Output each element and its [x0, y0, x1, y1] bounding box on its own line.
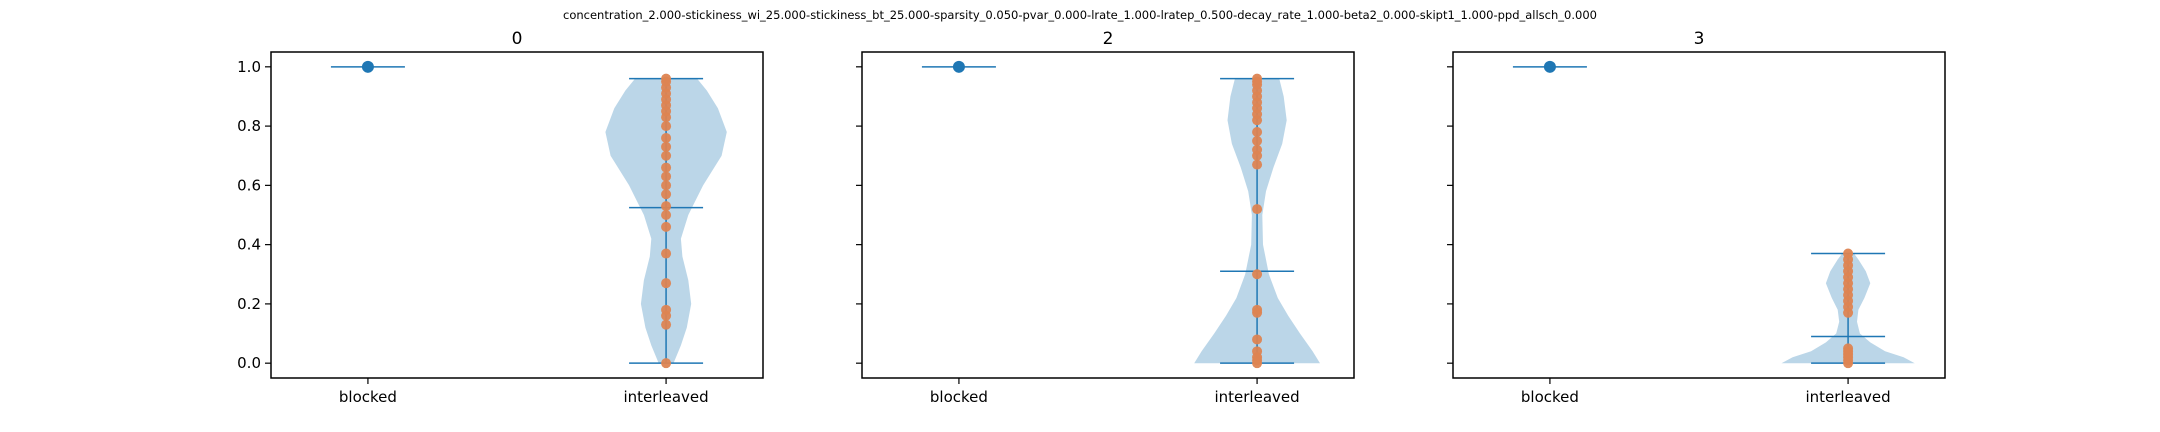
data-point: [661, 162, 672, 173]
data-point: [661, 189, 672, 200]
x-tick-label-interleaved: interleaved: [1805, 388, 1890, 406]
x-tick-label-interleaved: interleaved: [623, 388, 708, 406]
blocked-point: [361, 60, 374, 73]
panel-0: 0 0.0 0.2 0.4 0.6 0.8 1.0 blocked interleaved: [237, 29, 764, 406]
panel-title: 2: [1103, 29, 1114, 49]
data-point: [1252, 304, 1263, 315]
data-point: [661, 319, 672, 330]
data-point: [1252, 346, 1263, 357]
data-point: [1252, 269, 1263, 280]
axes-frame: [861, 51, 1355, 379]
axes-frame: [270, 51, 764, 379]
data-point: [661, 180, 672, 191]
data-point: [661, 201, 672, 212]
data-point: [661, 278, 672, 289]
data-point: [661, 248, 672, 259]
data-point: [1252, 127, 1263, 138]
data-point: [1252, 135, 1263, 146]
panel-title: 3: [1694, 29, 1705, 49]
data-point: [661, 121, 672, 132]
x-tick-label-blocked: blocked: [930, 388, 988, 406]
y-tick-label: 0.2: [237, 295, 261, 313]
data-point: [661, 150, 672, 161]
data-point: [661, 73, 672, 84]
data-point: [661, 358, 672, 369]
data-point: [1252, 73, 1263, 84]
blocked-point: [1543, 60, 1556, 73]
blocked-point: [952, 60, 965, 73]
data-point: [661, 171, 672, 182]
y-tick-label: 0.6: [237, 176, 261, 194]
y-tick-label: 0.8: [237, 117, 261, 135]
panel-2: 2 blocked interleaved: [856, 29, 1355, 406]
data-point: [661, 210, 672, 220]
data-point: [1843, 248, 1854, 259]
data-point: [1252, 144, 1263, 155]
data-point: [661, 304, 672, 315]
y-tick-label: 0.0: [237, 354, 261, 372]
data-point: [1252, 159, 1263, 170]
figure-suptitle: concentration_2.000-stickiness_wi_25.000…: [563, 8, 1597, 22]
data-point: [1252, 334, 1263, 345]
panel-3: 3 blocked interleaved: [1447, 29, 1946, 406]
panel-title: 0: [512, 29, 523, 49]
panels: 0 0.0 0.2 0.4 0.6 0.8 1.0 blocked interleaved 2 bl…: [237, 29, 1946, 406]
data-point: [1843, 343, 1854, 354]
data-point: [661, 221, 672, 232]
y-tick-label: 1.0: [237, 58, 261, 76]
data-point: [661, 141, 672, 152]
data-point: [1252, 204, 1263, 215]
x-tick-label-interleaved: interleaved: [1214, 388, 1299, 406]
x-tick-label-blocked: blocked: [1521, 388, 1579, 406]
data-point: [661, 132, 672, 143]
axes-frame: [1452, 51, 1946, 379]
y-tick-label: 0.4: [237, 236, 261, 254]
x-tick-label-blocked: blocked: [339, 388, 397, 406]
